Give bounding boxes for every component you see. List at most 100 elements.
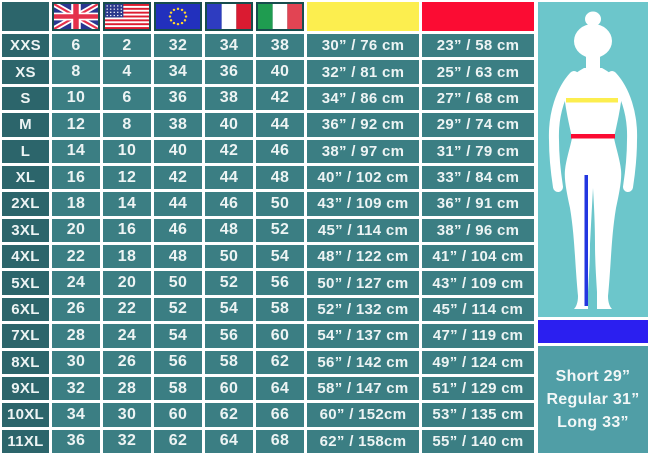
- it-value: 58: [256, 297, 304, 322]
- uk-value: 8: [52, 60, 100, 84]
- uk-flag-icon: [52, 2, 100, 31]
- it-value: 60: [256, 324, 304, 348]
- italy-flag-icon: [256, 2, 304, 31]
- waist-value: 29” / 74 cm: [422, 113, 534, 137]
- waist-line: [571, 134, 615, 139]
- eu-value: 50: [154, 271, 202, 295]
- bust-value: 30” / 76 cm: [307, 34, 419, 58]
- bust-value: 62” / 158cm: [307, 429, 419, 453]
- fr-value: 58: [205, 350, 253, 374]
- size-table: XXS 6 2 32 34 38 30” / 76 cm 23” / 58 cm XS 8 4 34 3…: [2, 2, 534, 453]
- bust-value: 50” / 127 cm: [307, 271, 419, 295]
- eu-value: 42: [154, 165, 202, 190]
- it-value: 44: [256, 113, 304, 137]
- waist-value: 51” / 129 cm: [422, 376, 534, 401]
- waist-value: 33” / 84 cm: [422, 165, 534, 190]
- eu-value: 56: [154, 350, 202, 374]
- uk-value: 22: [52, 245, 100, 269]
- uk-value: 18: [52, 192, 100, 216]
- size-label: 10XL: [2, 403, 49, 427]
- measurement-panel: Short 29” Regular 31” Long 33”: [538, 2, 648, 453]
- waist-value: 25” / 63 cm: [422, 60, 534, 84]
- size-label: 9XL: [2, 376, 49, 401]
- uk-value: 14: [52, 139, 100, 163]
- us-value: 28: [103, 376, 151, 401]
- waist-value: 49” / 124 cm: [422, 350, 534, 374]
- waist-value: 43” / 109 cm: [422, 271, 534, 295]
- it-value: 42: [256, 86, 304, 111]
- eu-value: 58: [154, 376, 202, 401]
- waist-value: 41” / 104 cm: [422, 245, 534, 269]
- fr-value: 44: [205, 165, 253, 190]
- uk-value: 36: [52, 429, 100, 453]
- us-value: 18: [103, 245, 151, 269]
- uk-value: 10: [52, 86, 100, 111]
- fr-value: 50: [205, 245, 253, 269]
- us-value: 10: [103, 139, 151, 163]
- waist-value: 45” / 114 cm: [422, 297, 534, 322]
- uk-value: 20: [52, 218, 100, 242]
- eu-value: 48: [154, 245, 202, 269]
- uk-value: 24: [52, 271, 100, 295]
- fr-value: 34: [205, 34, 253, 58]
- france-flag-icon: [205, 2, 253, 31]
- waist-value: 23” / 58 cm: [422, 34, 534, 58]
- waist-value: 36” / 91 cm: [422, 192, 534, 216]
- fr-value: 42: [205, 139, 253, 163]
- uk-value: 32: [52, 376, 100, 401]
- bust-value: 52” / 132 cm: [307, 297, 419, 322]
- fr-value: 48: [205, 218, 253, 242]
- inseam-color-bar: [538, 320, 648, 343]
- inseam-line: [584, 175, 588, 306]
- uk-value: 30: [52, 350, 100, 374]
- fr-value: 56: [205, 324, 253, 348]
- eu-value: 44: [154, 192, 202, 216]
- eu-value: 40: [154, 139, 202, 163]
- us-value: 30: [103, 403, 151, 427]
- it-value: 54: [256, 245, 304, 269]
- eu-value: 52: [154, 297, 202, 322]
- female-body-silhouette-icon: [548, 11, 638, 309]
- size-label: 5XL: [2, 271, 49, 295]
- us-value: 4: [103, 60, 151, 84]
- length-option-short: Short 29”: [555, 367, 631, 385]
- uk-value: 16: [52, 165, 100, 190]
- it-value: 64: [256, 376, 304, 401]
- waist-value: 55” / 140 cm: [422, 429, 534, 453]
- bust-value: 56” / 142 cm: [307, 350, 419, 374]
- uk-value: 28: [52, 324, 100, 348]
- size-label: 11XL: [2, 429, 49, 453]
- bust-value: 36” / 92 cm: [307, 113, 419, 137]
- size-label: XXS: [2, 34, 49, 58]
- us-flag-icon: [103, 2, 151, 31]
- us-value: 22: [103, 297, 151, 322]
- it-value: 40: [256, 60, 304, 84]
- uk-flag-icon: [52, 2, 100, 31]
- fr-value: 52: [205, 271, 253, 295]
- bust-value: 58” / 147 cm: [307, 376, 419, 401]
- eu-value: 60: [154, 403, 202, 427]
- eu-value: 36: [154, 86, 202, 111]
- france-flag-icon: [205, 2, 253, 31]
- it-value: 66: [256, 403, 304, 427]
- us-value: 12: [103, 165, 151, 190]
- eu-value: 46: [154, 218, 202, 242]
- size-column-header: [2, 2, 49, 31]
- eu-value: 34: [154, 60, 202, 84]
- fr-value: 46: [205, 192, 253, 216]
- size-label: 7XL: [2, 324, 49, 348]
- length-option-long: Long 33”: [557, 413, 629, 431]
- italy-flag-icon: [256, 2, 304, 31]
- eu-value: 54: [154, 324, 202, 348]
- size-label: 6XL: [2, 297, 49, 322]
- fr-value: 40: [205, 113, 253, 137]
- fr-value: 36: [205, 60, 253, 84]
- it-value: 56: [256, 271, 304, 295]
- eu-value: 32: [154, 34, 202, 58]
- bust-value: 45” / 114 cm: [307, 218, 419, 242]
- waist-value: 38” / 96 cm: [422, 218, 534, 242]
- eu-value: 62: [154, 429, 202, 453]
- waist-value: 31” / 79 cm: [422, 139, 534, 163]
- eu-value: 38: [154, 113, 202, 137]
